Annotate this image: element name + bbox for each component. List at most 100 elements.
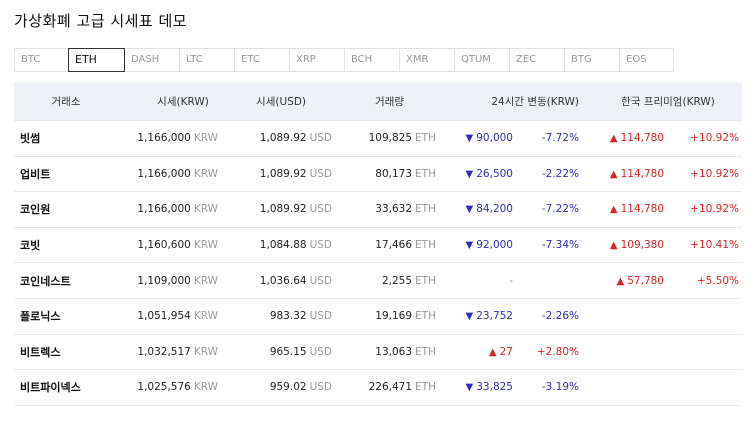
tab-btc[interactable]: BTC xyxy=(14,48,69,72)
price-krw-value: 1,166,000 xyxy=(137,132,191,145)
price-usd-value: 1,089.92 xyxy=(259,203,307,216)
triangle-up-icon: ▲ xyxy=(609,168,618,180)
premium-value: 114,780 xyxy=(620,203,664,216)
premium-cell: ▲ 109,380 xyxy=(579,239,664,251)
change-cell: ▼ 26,500 xyxy=(436,168,513,180)
exchange-name: 업비트 xyxy=(20,167,51,181)
price-krw-cell: 1,025,576 KRW xyxy=(118,381,218,393)
price-usd-cell: 1,084.88 USD xyxy=(218,239,332,251)
price-usd-value: 959.02 xyxy=(269,381,307,394)
change-cell: ▼ 33,825 xyxy=(436,381,513,393)
change-value: 84,200 xyxy=(476,203,513,216)
exchange-cell: 빗썸 xyxy=(14,130,118,146)
volume-cell: 109,825 ETH xyxy=(332,132,436,144)
unit-usd: USD xyxy=(309,203,332,216)
table-row: 비트렉스 1,032,517 KRW 965.15 USD 13,063 ETH ▲ 27 +2.… xyxy=(14,335,742,371)
premium-pct-value: +5.50% xyxy=(696,274,739,287)
change-pct-value: -3.19% xyxy=(541,381,579,394)
change-cell: ▼ 84,200 xyxy=(436,203,513,215)
tab-eos[interactable]: EOS xyxy=(619,48,674,72)
premium-pct-cell: +10.41% xyxy=(664,239,739,251)
unit-krw: KRW xyxy=(193,274,218,287)
triangle-up-icon: ▲ xyxy=(609,133,618,145)
tab-xmr[interactable]: XMR xyxy=(399,48,454,72)
unit-usd: USD xyxy=(309,167,332,180)
premium-pct-cell: +10.92% xyxy=(664,132,739,144)
exchange-cell: 비트파이넥스 xyxy=(14,379,118,395)
change-value: 90,000 xyxy=(476,132,513,145)
unit-usd: USD xyxy=(309,345,332,358)
change-pct-cell: -7.72% xyxy=(513,132,579,144)
price-usd-value: 1,084.88 xyxy=(259,239,307,252)
unit-krw: KRW xyxy=(193,203,218,216)
volume-value: 19,169 xyxy=(375,310,413,323)
price-krw-cell: 1,051,954 KRW xyxy=(118,310,218,322)
change-pct-cell: -2.26% xyxy=(513,310,579,322)
table-row: 빗썸 1,166,000 KRW 1,089.92 USD 109,825 ETH ▼ 90,0… xyxy=(14,121,742,157)
header-change: 24시간 변동(KRW) xyxy=(491,95,579,108)
exchange-cell: 코인원 xyxy=(14,201,118,217)
volume-cell: 13,063 ETH xyxy=(332,346,436,358)
unit-eth: ETH xyxy=(415,132,436,145)
price-krw-value: 1,160,600 xyxy=(137,239,191,252)
volume-value: 17,466 xyxy=(375,239,413,252)
volume-cell: 17,466 ETH xyxy=(332,239,436,251)
volume-value: 109,825 xyxy=(368,132,413,145)
price-usd-cell: 1,089.92 USD xyxy=(218,168,332,180)
price-usd-value: 1,036.64 xyxy=(259,274,307,287)
change-pct-value: -7.72% xyxy=(541,132,579,145)
price-krw-cell: 1,160,600 KRW xyxy=(118,239,218,251)
price-krw-cell: 1,032,517 KRW xyxy=(118,346,218,358)
price-krw-cell: 1,166,000 KRW xyxy=(118,203,218,215)
unit-krw: KRW xyxy=(193,132,218,145)
change-cell: - xyxy=(436,275,513,287)
triangle-down-icon: ▼ xyxy=(465,382,474,394)
premium-pct-cell: +10.92% xyxy=(664,203,739,215)
tab-qtum[interactable]: QTUM xyxy=(454,48,509,72)
triangle-down-icon: ▼ xyxy=(465,168,474,180)
triangle-down-icon: ▼ xyxy=(465,133,474,145)
tab-eth[interactable]: ETH xyxy=(68,48,125,72)
coin-tabs: BTC ETH DASH LTC ETC XRP BCH XMR QTUM ZEC BTG EOS xyxy=(14,48,674,72)
premium-pct-value: +10.92% xyxy=(690,203,739,216)
change-value: 92,000 xyxy=(476,239,513,252)
unit-usd: USD xyxy=(309,274,332,287)
price-krw-cell: 1,166,000 KRW xyxy=(118,132,218,144)
table-body: 빗썸 1,166,000 KRW 1,089.92 USD 109,825 ETH ▼ 90,0… xyxy=(14,121,742,406)
price-usd-value: 1,089.92 xyxy=(259,167,307,180)
change-pct-value: -2.26% xyxy=(541,310,579,323)
table-row: 비트파이넥스 1,025,576 KRW 959.02 USD 226,471 ETH ▼ 33… xyxy=(14,370,742,406)
premium-pct-cell: +5.50% xyxy=(664,275,739,287)
header-premium: 한국 프리미엄(KRW) xyxy=(621,95,715,108)
change-pct-cell: -7.34% xyxy=(513,239,579,251)
unit-eth: ETH xyxy=(415,203,436,216)
premium-value: 114,780 xyxy=(620,132,664,145)
tab-etc[interactable]: ETC xyxy=(234,48,289,72)
price-krw-cell: 1,109,000 KRW xyxy=(118,275,218,287)
unit-eth: ETH xyxy=(415,239,436,252)
exchange-name: 빗썸 xyxy=(20,132,41,146)
unit-krw: KRW xyxy=(193,381,218,394)
tab-xrp[interactable]: XRP xyxy=(289,48,344,72)
price-usd-cell: 1,089.92 USD xyxy=(218,203,332,215)
change-pct-value: -2.22% xyxy=(541,167,579,180)
premium-pct-value: +10.92% xyxy=(690,132,739,145)
price-krw-value: 1,109,000 xyxy=(137,274,191,287)
unit-usd: USD xyxy=(309,381,332,394)
tab-zec[interactable]: ZEC xyxy=(509,48,564,72)
exchange-name: 코인네스트 xyxy=(20,274,71,288)
tab-bch[interactable]: BCH xyxy=(344,48,399,72)
exchange-name: 폴로닉스 xyxy=(20,310,61,324)
premium-value: 109,380 xyxy=(620,239,664,252)
triangle-down-icon: ▼ xyxy=(465,204,474,216)
tab-btg[interactable]: BTG xyxy=(564,48,619,72)
tab-dash[interactable]: DASH xyxy=(124,48,179,72)
premium-pct-cell: +10.92% xyxy=(664,168,739,180)
page-title: 가상화폐 고급 시세표 데모 xyxy=(14,12,188,30)
tab-ltc[interactable]: LTC xyxy=(179,48,234,72)
change-value: 27 xyxy=(499,345,513,358)
triangle-up-icon: ▲ xyxy=(616,275,625,287)
header-volume: 거래량 xyxy=(375,95,404,108)
volume-cell: 19,169 ETH xyxy=(332,310,436,322)
unit-krw: KRW xyxy=(193,310,218,323)
